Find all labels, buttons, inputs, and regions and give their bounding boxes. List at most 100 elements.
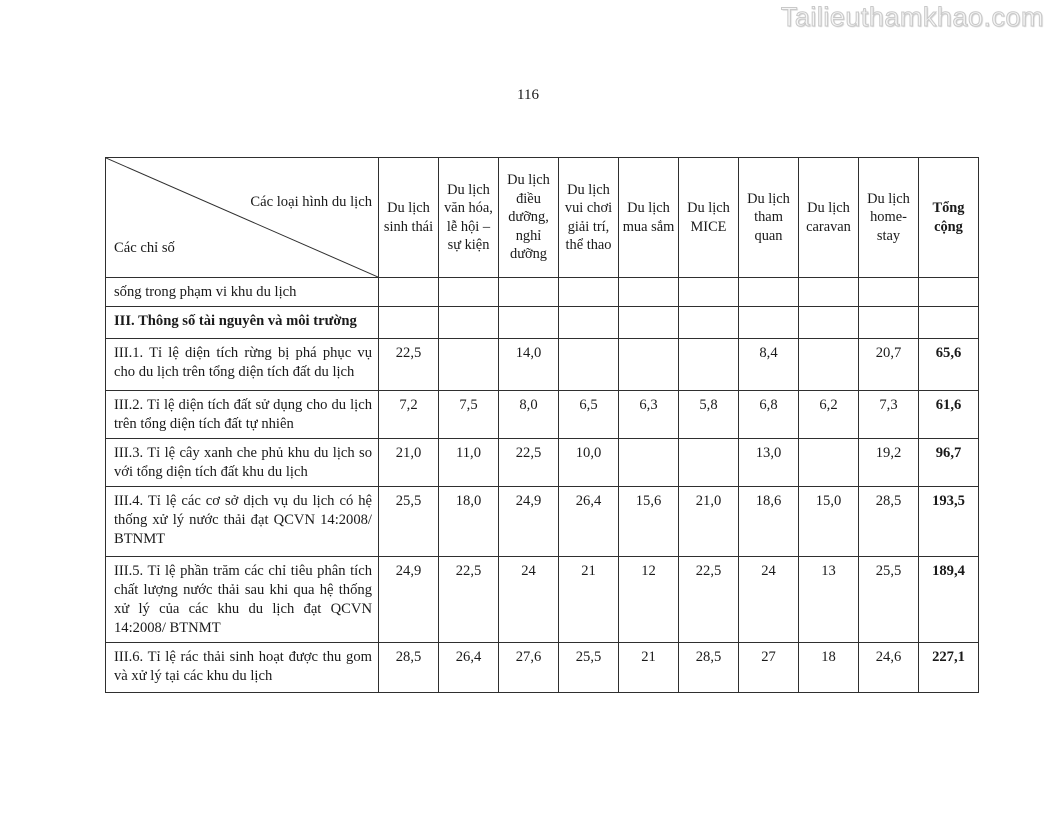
table-row: III. Thông số tài nguyên và môi trường — [105, 305, 979, 339]
value-cell: 11,0 — [438, 437, 499, 487]
value-cell: 19,2 — [858, 437, 919, 487]
value-cell: 14,0 — [498, 337, 559, 391]
value-cell: 6,2 — [798, 389, 859, 439]
table-row: III.3. Tỉ lệ cây xanh che phủ khu du lịc… — [105, 437, 979, 487]
value-cell: 15,6 — [618, 485, 679, 557]
table-body: sống trong phạm vi khu du lịch III. Thông… — [105, 277, 979, 693]
value-cell — [558, 337, 619, 391]
value-cell: 13 — [798, 555, 859, 643]
table-row: III.6. Tỉ lệ rác thải sinh hoạt được thu… — [105, 641, 979, 693]
value-cell — [618, 437, 679, 487]
corner-label-types: Các loại hình du lịch — [250, 194, 372, 210]
table-row: III.2. Tỉ lệ diện tích đất sử dụng cho d… — [105, 389, 979, 439]
table-row: sống trong phạm vi khu du lịch — [105, 277, 979, 307]
value-cell: 15,0 — [798, 485, 859, 557]
value-cell: 7,2 — [378, 389, 439, 439]
value-cell: 193,5 — [918, 485, 979, 557]
value-cell: 25,5 — [378, 485, 439, 557]
value-cell: 18 — [798, 641, 859, 693]
value-cell: 7,3 — [858, 389, 919, 439]
value-cell — [798, 337, 859, 391]
value-cell: 189,4 — [918, 555, 979, 643]
value-cell — [678, 277, 739, 307]
value-cell — [618, 337, 679, 391]
value-cell: 13,0 — [738, 437, 799, 487]
value-cell: 24,6 — [858, 641, 919, 693]
value-cell: 24,9 — [498, 485, 559, 557]
value-cell — [738, 305, 799, 339]
row-label: III. Thông số tài nguyên và môi trường — [105, 305, 379, 339]
value-cell: 27,6 — [498, 641, 559, 693]
value-cell: 28,5 — [378, 641, 439, 693]
value-cell: 22,5 — [378, 337, 439, 391]
value-cell — [438, 277, 499, 307]
corner-label-indicators: Các chỉ số — [114, 240, 175, 256]
table-header-row: Các loại hình du lịch Các chỉ số Du lịch… — [105, 157, 979, 278]
value-cell: 8,0 — [498, 389, 559, 439]
value-cell: 24,9 — [378, 555, 439, 643]
value-cell: 28,5 — [858, 485, 919, 557]
value-cell — [678, 437, 739, 487]
value-cell: 24 — [738, 555, 799, 643]
row-label: III.6. Tỉ lệ rác thải sinh hoạt được thu… — [105, 641, 379, 693]
table-row: III.4. Tỉ lệ các cơ sở dịch vụ du lịch c… — [105, 485, 979, 557]
column-header: Du lịch sinh thái — [378, 157, 439, 278]
page-number: 116 — [517, 87, 539, 103]
value-cell — [618, 305, 679, 339]
value-cell — [858, 305, 919, 339]
column-header: Du lịch mua sắm — [618, 157, 679, 278]
value-cell: 5,8 — [678, 389, 739, 439]
value-cell — [798, 437, 859, 487]
column-header: Du lịch home-stay — [858, 157, 919, 278]
value-cell — [438, 337, 499, 391]
row-label: III.4. Tỉ lệ các cơ sở dịch vụ du lịch c… — [105, 485, 379, 557]
watermark: Tailieuthamkhao.com — [780, 2, 1044, 33]
value-cell: 18,0 — [438, 485, 499, 557]
value-cell: 27 — [738, 641, 799, 693]
value-cell — [378, 305, 439, 339]
value-cell — [498, 277, 559, 307]
value-cell: 22,5 — [678, 555, 739, 643]
row-label: III.2. Tỉ lệ diện tích đất sử dụng cho d… — [105, 389, 379, 439]
value-cell: 22,5 — [438, 555, 499, 643]
row-label: III.3. Tỉ lệ cây xanh che phủ khu du lịc… — [105, 437, 379, 487]
indicator-table: Các loại hình du lịch Các chỉ số Du lịch… — [105, 157, 979, 693]
value-cell: 96,7 — [918, 437, 979, 487]
value-cell — [738, 277, 799, 307]
value-cell — [678, 305, 739, 339]
value-cell — [558, 305, 619, 339]
row-label: III.5. Tỉ lệ phần trăm các chỉ tiêu phân… — [105, 555, 379, 643]
column-header: Du lịch văn hóa, lễ hội – sự kiện — [438, 157, 499, 278]
value-cell: 6,5 — [558, 389, 619, 439]
value-cell: 65,6 — [918, 337, 979, 391]
value-cell: 22,5 — [498, 437, 559, 487]
value-cell: 26,4 — [558, 485, 619, 557]
row-label: sống trong phạm vi khu du lịch — [105, 277, 379, 307]
value-cell: 8,4 — [738, 337, 799, 391]
column-header: Du lịch tham quan — [738, 157, 799, 278]
value-cell — [918, 305, 979, 339]
value-cell — [678, 337, 739, 391]
column-header: Du lịch caravan — [798, 157, 859, 278]
value-cell: 227,1 — [918, 641, 979, 693]
row-label: III.1. Tỉ lệ diện tích rừng bị phá phục … — [105, 337, 379, 391]
value-cell: 18,6 — [738, 485, 799, 557]
corner-cell: Các loại hình du lịch Các chỉ số — [105, 157, 379, 278]
value-cell — [378, 277, 439, 307]
value-cell — [498, 305, 559, 339]
table-row: III.1. Tỉ lệ diện tích rừng bị phá phục … — [105, 337, 979, 391]
value-cell: 61,6 — [918, 389, 979, 439]
column-header: Du lịch điều dưỡng, nghỉ dưỡng — [498, 157, 559, 278]
value-cell — [438, 305, 499, 339]
value-cell: 7,5 — [438, 389, 499, 439]
value-cell: 24 — [498, 555, 559, 643]
table-row: III.5. Tỉ lệ phần trăm các chỉ tiêu phân… — [105, 555, 979, 643]
value-cell — [618, 277, 679, 307]
value-cell: 10,0 — [558, 437, 619, 487]
value-cell: 28,5 — [678, 641, 739, 693]
value-cell — [798, 277, 859, 307]
column-header: Tổng cộng — [918, 157, 979, 278]
table-wrapper: Các loại hình du lịch Các chỉ số Du lịch… — [105, 157, 979, 693]
value-cell: 12 — [618, 555, 679, 643]
